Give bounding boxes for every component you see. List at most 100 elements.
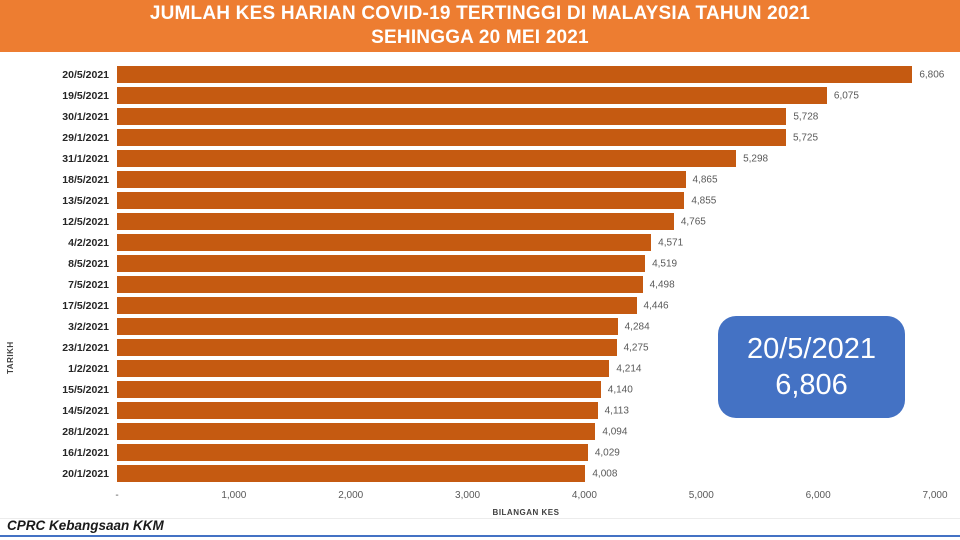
chart-title-banner: JUMLAH KES HARIAN COVID-19 TERTINGGI DI …: [0, 0, 960, 52]
bar-row: 30/1/2021 5,728: [0, 106, 935, 127]
value-label: 5,298: [743, 153, 769, 164]
date-label: 13/5/2021: [62, 194, 109, 207]
bar-track: 4,571: [117, 234, 935, 251]
callout-value: 6,806: [775, 369, 848, 401]
value-label: 4,519: [652, 258, 678, 269]
bar-track: 4,008: [117, 465, 935, 482]
x-tick-label: 2,000: [338, 490, 364, 501]
x-tick-label: 7,000: [922, 490, 948, 501]
bar-track: 6,806: [117, 66, 944, 83]
bar-track: 4,113: [117, 402, 935, 419]
x-tick-label: 5,000: [688, 490, 714, 501]
date-label: 3/2/2021: [68, 320, 109, 333]
slide-bottom-rule: [0, 535, 960, 537]
bar-row: 12/5/2021 4,765: [0, 211, 935, 232]
value-label: 4,865: [692, 174, 718, 185]
bar: [117, 66, 913, 83]
bar-row: 3/2/2021 4,284: [0, 316, 935, 337]
highlight-callout: 20/5/2021 6,806: [718, 316, 905, 418]
bar: [117, 444, 588, 461]
source-credit: CPRC Kebangsaan KKM: [7, 518, 164, 533]
bar-row: 19/5/2021 6,075: [0, 85, 935, 106]
bar: [117, 150, 737, 167]
value-label: 4,214: [616, 363, 642, 374]
bar-track: 4,284: [117, 318, 935, 335]
date-label: 4/2/2021: [68, 236, 109, 249]
bar-track: 4,519: [117, 255, 935, 272]
bar-row: 14/5/2021 4,113: [0, 400, 935, 421]
callout-date: 20/5/2021: [746, 333, 876, 365]
bar-track: 5,728: [117, 108, 935, 125]
bar: [117, 171, 686, 188]
bar-rows: 20/5/2021 6,806 19/5/2021 6,075 30/1/2021 5,7…: [0, 64, 944, 484]
bar-row: 18/5/2021 4,865: [0, 169, 935, 190]
bar-row: 15/5/2021 4,140: [0, 379, 935, 400]
date-label: 1/2/2021: [68, 362, 109, 375]
date-label: 17/5/2021: [62, 299, 109, 312]
value-label: 4,113: [604, 405, 629, 416]
x-tick-label: 6,000: [805, 490, 831, 501]
bar-row: 16/1/2021 4,029: [0, 442, 935, 463]
bar: [117, 192, 685, 209]
bar-track: 4,094: [117, 423, 935, 440]
date-label: 16/1/2021: [62, 446, 109, 459]
bar: [117, 129, 786, 146]
date-label: 19/5/2021: [62, 89, 109, 102]
bar-row: 1/2/2021 4,214: [0, 358, 935, 379]
x-tick-label: 3,000: [455, 490, 481, 501]
date-label: 14/5/2021: [62, 404, 109, 417]
date-label: 15/5/2021: [62, 383, 109, 396]
bar-row: 4/2/2021 4,571: [0, 232, 935, 253]
bar-track: 4,446: [117, 297, 935, 314]
bar-track: 4,498: [117, 276, 935, 293]
bar: [117, 465, 586, 482]
date-label: 12/5/2021: [62, 215, 109, 228]
date-label: 8/5/2021: [68, 257, 109, 270]
bar-row: 29/1/2021 5,725: [0, 127, 935, 148]
value-label: 4,140: [607, 384, 633, 395]
value-label: 4,094: [602, 426, 628, 437]
bar: [117, 402, 598, 419]
bar: [117, 318, 618, 335]
bar: [117, 360, 610, 377]
date-label: 23/1/2021: [62, 341, 109, 354]
bar-row: 13/5/2021 4,855: [0, 190, 935, 211]
value-label: 4,029: [594, 447, 620, 458]
title-line-2: SEHINGGA 20 MEI 2021: [371, 27, 589, 48]
value-label: 4,008: [592, 468, 618, 479]
value-label: 5,728: [793, 111, 819, 122]
date-label: 28/1/2021: [62, 425, 109, 438]
bar: [117, 234, 652, 251]
bar-track: 4,214: [117, 360, 935, 377]
value-label: 5,725: [793, 132, 819, 143]
date-label: 20/1/2021: [62, 467, 109, 480]
value-label: 4,275: [623, 342, 649, 353]
chart-bottom-border: [0, 518, 960, 519]
date-label: 30/1/2021: [62, 110, 109, 123]
value-label: 4,284: [624, 321, 650, 332]
bar-row: 7/5/2021 4,498: [0, 274, 935, 295]
bar-track: 4,855: [117, 192, 935, 209]
date-label: 20/5/2021: [62, 68, 109, 81]
bar-row: 8/5/2021 4,519: [0, 253, 935, 274]
bar: [117, 87, 827, 104]
bar-track: 4,140: [117, 381, 935, 398]
bar-track: 5,298: [117, 150, 935, 167]
bar-row: 31/1/2021 5,298: [0, 148, 935, 169]
x-axis-ticks: - 1,000 2,000 3,000 4,000 5,000 6,000 7,000: [115, 490, 947, 503]
date-label: 31/1/2021: [62, 152, 109, 165]
bar-row: 20/5/2021 6,806: [0, 64, 944, 85]
bar: [117, 276, 643, 293]
bar: [117, 213, 674, 230]
value-label: 4,855: [691, 195, 717, 206]
date-label: 18/5/2021: [62, 173, 109, 186]
bar-row: 17/5/2021 4,446: [0, 295, 935, 316]
bar: [117, 255, 646, 272]
bar: [117, 381, 601, 398]
x-tick-label: 4,000: [571, 490, 597, 501]
date-label: 29/1/2021: [62, 131, 109, 144]
date-label: 7/5/2021: [68, 278, 109, 291]
bar-track: 4,765: [117, 213, 935, 230]
x-tick-label: -: [115, 490, 119, 501]
